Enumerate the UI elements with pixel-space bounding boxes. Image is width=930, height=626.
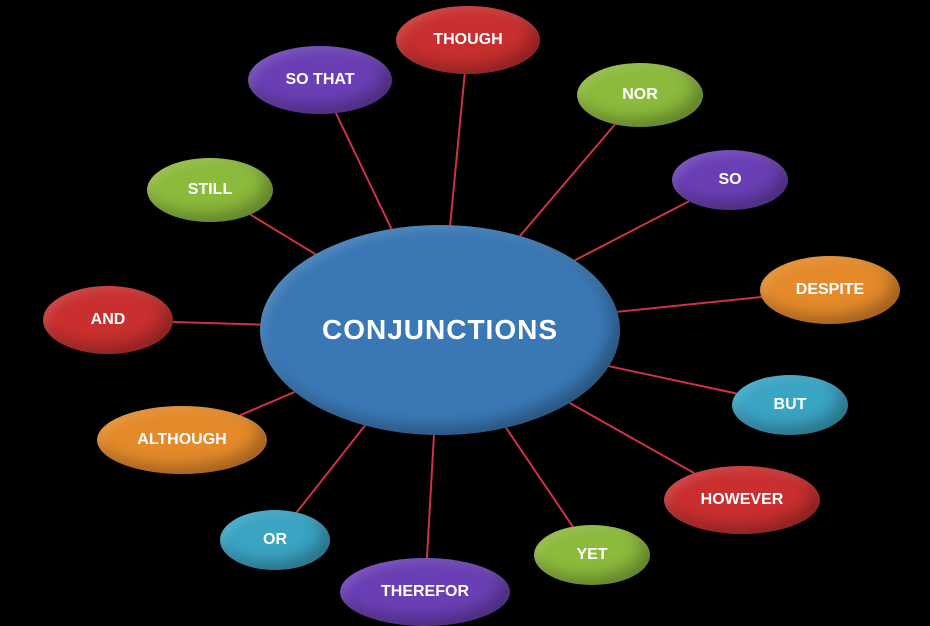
node-label: THEREFOR <box>381 583 469 601</box>
node-label: HOWEVER <box>701 491 784 509</box>
node-so: SO <box>672 150 788 210</box>
node-though: THOUGH <box>396 6 540 74</box>
node-nor: NOR <box>577 63 703 127</box>
node-however: HOWEVER <box>664 466 820 534</box>
node-and: AND <box>43 286 173 354</box>
node-label: SO <box>718 171 741 189</box>
node-label: THOUGH <box>433 31 502 49</box>
node-label: AND <box>91 311 126 329</box>
node-although: ALTHOUGH <box>97 406 267 474</box>
node-or: OR <box>220 510 330 570</box>
mindmap-diagram: CONJUNCTIONS THOUGH NOR SO DESPITE BUT HOWEVE… <box>0 0 930 620</box>
node-sothat: SO THAT <box>248 46 392 114</box>
node-still: STILL <box>147 158 273 222</box>
node-label: DESPITE <box>796 281 864 299</box>
node-label: NOR <box>622 86 658 104</box>
center-label: CONJUNCTIONS <box>322 314 558 346</box>
node-label: BUT <box>774 396 807 414</box>
node-label: ALTHOUGH <box>137 431 226 449</box>
node-label: YET <box>576 546 607 564</box>
node-therefor: THEREFOR <box>340 558 510 626</box>
node-yet: YET <box>534 525 650 585</box>
node-label: OR <box>263 531 287 549</box>
node-despite: DESPITE <box>760 256 900 324</box>
node-label: STILL <box>188 181 232 199</box>
center-node: CONJUNCTIONS <box>260 225 620 435</box>
node-but: BUT <box>732 375 848 435</box>
node-label: SO THAT <box>285 71 354 89</box>
